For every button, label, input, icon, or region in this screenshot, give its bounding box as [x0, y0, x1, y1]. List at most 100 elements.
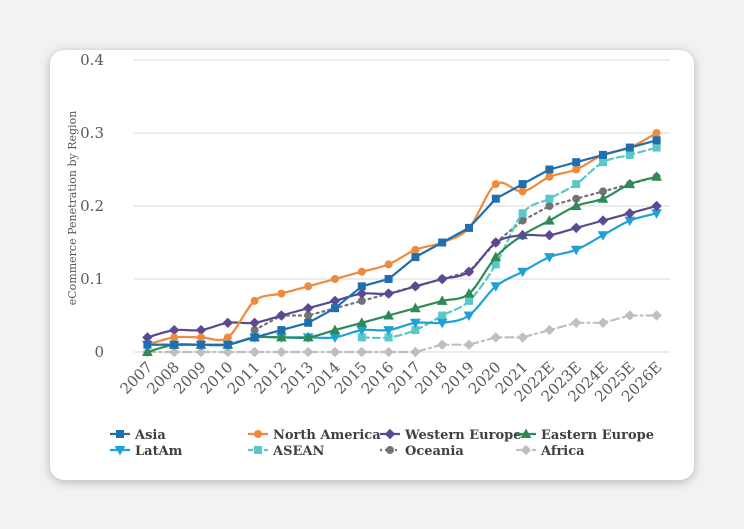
chart-card: 0 0.1 0.2 0.3 0.4 eCommerce Penetration by R… — [50, 50, 694, 480]
data-point — [195, 346, 207, 358]
legend-marker — [384, 428, 396, 440]
legend-item-africa: Africa — [516, 444, 585, 459]
data-point — [625, 150, 634, 159]
legend-label: Oceania — [405, 444, 464, 459]
data-point — [384, 260, 393, 269]
data-point — [463, 266, 475, 277]
legend-item-latam: LatAm — [110, 444, 183, 459]
data-point — [331, 304, 339, 313]
series-line-oceania — [253, 175, 658, 332]
data-point — [570, 200, 582, 210]
legend-item-western-europe: Western Europe — [380, 428, 521, 443]
data-point — [410, 346, 421, 358]
data-point — [518, 180, 527, 189]
legend-label: North America — [273, 428, 381, 443]
data-point — [572, 180, 581, 189]
data-point — [651, 310, 662, 321]
data-point — [410, 281, 421, 292]
data-point — [170, 340, 179, 349]
data-point — [491, 260, 500, 269]
data-point — [302, 331, 314, 342]
legend-marker — [116, 430, 124, 438]
data-point — [597, 231, 609, 241]
data-point — [223, 340, 232, 349]
data-point — [652, 136, 661, 145]
data-point — [142, 332, 153, 343]
legend-marker — [386, 446, 394, 454]
legend-label: Eastern Europe — [541, 428, 654, 443]
line-chart: 0 0.1 0.2 0.3 0.4 eCommerce Penetration by R… — [66, 51, 670, 459]
data-point — [545, 165, 554, 174]
data-point — [465, 223, 473, 232]
data-point — [357, 267, 366, 276]
data-point — [304, 282, 313, 291]
data-point — [411, 245, 420, 254]
data-point — [249, 346, 260, 358]
data-point — [490, 282, 502, 292]
legend-marker — [114, 446, 126, 456]
data-point — [436, 295, 448, 305]
data-point — [436, 318, 448, 329]
data-point — [599, 150, 607, 159]
series-line-asia — [146, 139, 658, 346]
data-point — [463, 311, 475, 322]
series-western-europe — [142, 200, 662, 343]
plot-area — [142, 129, 662, 358]
data-point — [490, 251, 502, 262]
data-point — [250, 296, 259, 305]
data-point — [597, 317, 609, 329]
legend-marker — [520, 444, 532, 456]
data-point — [304, 318, 313, 327]
legend-item-oceania: Oceania — [380, 444, 464, 459]
data-point — [329, 324, 341, 335]
data-point — [624, 178, 636, 189]
data-point — [570, 317, 582, 329]
data-point — [410, 318, 421, 329]
data-point — [329, 346, 341, 358]
data-point — [410, 302, 421, 313]
data-point — [491, 180, 500, 189]
y-axis: 0 0.1 0.2 0.3 0.4 — [80, 51, 104, 361]
data-point — [624, 208, 636, 219]
series-asia — [143, 136, 661, 349]
data-point — [168, 324, 180, 336]
series-eastern-europe — [142, 171, 662, 356]
legend-item-eastern-europe: Eastern Europe — [516, 428, 654, 443]
data-point — [438, 238, 447, 247]
data-point — [302, 302, 314, 314]
legend-item-asean: ASEAN — [248, 444, 324, 459]
y-tick-label: 0.3 — [80, 124, 104, 142]
data-point — [383, 346, 394, 358]
data-point — [195, 324, 207, 336]
data-point — [384, 275, 393, 283]
data-point — [170, 333, 179, 342]
y-tick-label: 0.1 — [80, 270, 104, 288]
data-point — [222, 317, 234, 329]
data-point — [383, 309, 394, 320]
data-point — [197, 333, 205, 342]
data-point — [143, 340, 152, 349]
data-point — [544, 229, 555, 241]
legend-marker — [254, 446, 262, 454]
data-point — [249, 317, 260, 329]
data-point — [490, 332, 502, 343]
data-point — [651, 200, 662, 212]
data-point — [597, 215, 609, 226]
data-point — [411, 253, 420, 262]
data-point — [545, 194, 554, 203]
y-tick-label: 0.4 — [80, 51, 104, 69]
data-point — [250, 333, 259, 342]
data-point — [436, 273, 448, 285]
legend-marker — [520, 428, 532, 438]
series-line-western-europe — [146, 204, 658, 339]
data-point — [517, 332, 528, 343]
gridlines — [134, 59, 670, 353]
data-point — [490, 237, 502, 248]
data-point — [572, 165, 581, 174]
legend-label: ASEAN — [272, 444, 324, 459]
data-point — [277, 326, 286, 335]
data-point — [518, 187, 527, 196]
data-point — [276, 310, 287, 321]
y-axis-label: eCommerce Penetration by Region — [66, 111, 79, 306]
data-point — [518, 209, 527, 218]
